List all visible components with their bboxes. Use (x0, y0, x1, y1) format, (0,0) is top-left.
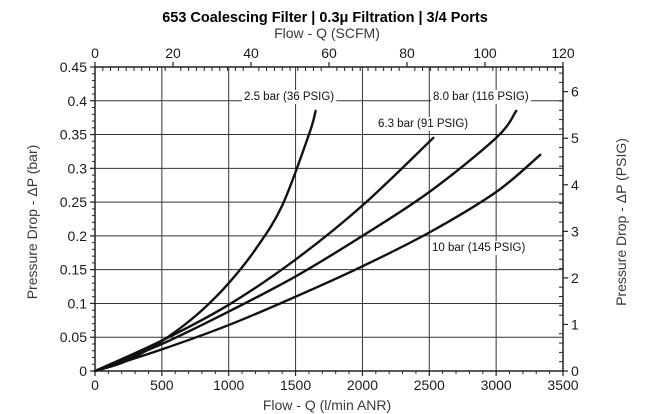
y2-tick-label: 2 (571, 270, 579, 286)
x2-tick-label: 0 (91, 45, 99, 61)
y2-tick-label: 0 (571, 363, 579, 379)
x2-tick-label: 60 (321, 45, 337, 61)
x-tick-label: 1500 (280, 377, 311, 393)
x-tick-label: 2500 (414, 377, 445, 393)
y-tick-label: 0.15 (60, 262, 87, 278)
y2-tick-label: 1 (571, 316, 579, 332)
y-tick-label: 0.2 (68, 228, 88, 244)
y-axis-title: Pressure Drop - ΔP (bar) (24, 145, 40, 300)
x-tick-label: 0 (91, 377, 99, 393)
x-tick-label: 3500 (547, 377, 578, 393)
series-line-2 (93, 136, 435, 373)
y2-tick-label: 5 (571, 130, 579, 146)
x2-tick-label: 80 (399, 45, 415, 61)
series-label-3: 8.0 bar (116 PSIG) (433, 91, 529, 103)
x-tick-label: 1000 (213, 377, 244, 393)
series-label-2: 6.3 bar (91 PSIG) (378, 118, 468, 130)
series-label-4: 10 bar (145 PSIG) (432, 242, 525, 254)
x2-tick-label: 40 (243, 45, 259, 61)
y-tick-label: 0 (79, 363, 87, 379)
series-group (93, 109, 542, 373)
grid (95, 67, 563, 371)
series-label-bg (376, 117, 471, 131)
y-tick-label: 0.3 (68, 160, 88, 176)
chart-title: 653 Coalescing Filter | 0.3μ Filtration … (162, 10, 488, 26)
series-line-4 (93, 153, 542, 373)
x-tick-label: 3000 (481, 377, 512, 393)
y-tick-label: 0.25 (60, 194, 87, 210)
y-tick-label: 0.05 (60, 329, 87, 345)
y-tick-label: 0.1 (68, 295, 88, 311)
y-tick-label: 0.45 (60, 59, 87, 75)
x2-tick-label: 100 (473, 45, 497, 61)
plot-frame (94, 66, 564, 372)
x2-tick-label: 120 (551, 45, 575, 61)
y2-tick-label: 3 (571, 223, 579, 239)
series-line-3 (93, 109, 518, 373)
series-line-1 (93, 109, 317, 373)
series-label-1: 2.5 bar (36 PSIG) (244, 91, 334, 103)
series-label-bg (430, 241, 528, 255)
x2-tick-label: 20 (165, 45, 181, 61)
series-label-bg (431, 90, 531, 104)
y2-axis-title: Pressure Drop - ΔP (PSIG) (613, 138, 629, 306)
y2-tick-label: 4 (571, 177, 579, 193)
x-tick-label: 2000 (347, 377, 378, 393)
y2-tick-label: 6 (571, 84, 579, 100)
series-labels: 2.5 bar (36 PSIG) 6.3 bar (91 PSIG) 8.0 ba… (242, 90, 531, 255)
x2-axis-title: Flow - Q (SCFM) (274, 25, 380, 41)
y-tick-label: 0.35 (60, 127, 87, 143)
x-tick-label: 500 (150, 377, 174, 393)
series-label-bg (242, 90, 337, 104)
y-tick-label: 0.4 (68, 93, 88, 109)
x-axis-title: Flow - Q (l/min ANR) (263, 397, 391, 413)
